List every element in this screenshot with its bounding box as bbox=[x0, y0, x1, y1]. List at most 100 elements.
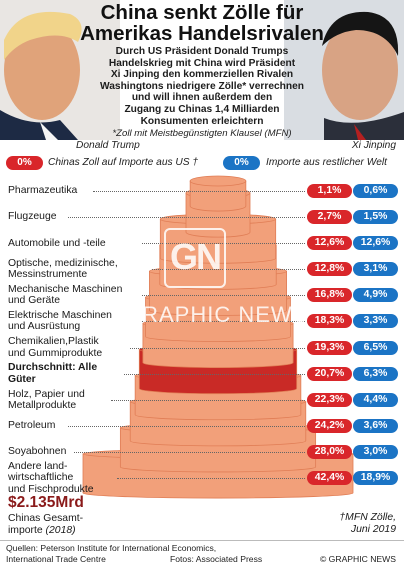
category-label: Mechanische Maschinen und Geräte bbox=[8, 284, 148, 306]
us-tariff-value: 18,3% bbox=[307, 314, 352, 329]
category-label-line: Petroleum bbox=[8, 420, 56, 432]
total-imports-value: $2.135Mrd bbox=[8, 494, 84, 511]
category-label-line: Chemikalien,Plastik bbox=[8, 336, 99, 348]
leader-line bbox=[142, 243, 305, 245]
subtitle: Durch US Präsident Donald Trumps Handels… bbox=[84, 46, 320, 127]
category-label-line: und Geräte bbox=[8, 295, 60, 307]
leader-line bbox=[67, 217, 305, 219]
subtitle-line: Durch US Präsident Donald Trumps bbox=[115, 46, 289, 57]
us-tariff-value: 1,1% bbox=[307, 184, 352, 198]
mfn-tariff-value: 6,5% bbox=[353, 340, 398, 355]
leader-line bbox=[111, 399, 305, 401]
leader-line bbox=[129, 347, 305, 349]
cake-tier bbox=[189, 175, 247, 212]
us-tariff-value: 24,2% bbox=[307, 418, 352, 433]
leader-line bbox=[152, 269, 305, 271]
page-title: China senkt Zölle für Amerikas Handelsri… bbox=[0, 2, 404, 44]
category-label: Elektrische Maschinen und Ausrüstung bbox=[8, 310, 148, 332]
photo-caption-xi: Xi Jinping bbox=[351, 140, 396, 151]
mfn-tariff-value: 18,9% bbox=[353, 471, 398, 485]
category-label: Soyabohnen bbox=[8, 446, 148, 457]
mfn-tariff-value: 3,6% bbox=[353, 418, 398, 433]
mfn-date-note: †MFN Zölle, Juni 2019 bbox=[339, 512, 396, 535]
category-label: Optische, medizinische, Messinstrumente bbox=[8, 258, 148, 280]
us-tariff-value: 20,7% bbox=[307, 366, 352, 381]
legend-mfn-swatch: 0% bbox=[223, 156, 260, 170]
legend-us-label: Chinas Zoll auf Importe aus US † bbox=[48, 157, 199, 168]
us-tariff-value: 42,4% bbox=[307, 471, 352, 485]
category-label-line: Holz, Papier und bbox=[8, 388, 85, 400]
photo-caption-trump: Donald Trump bbox=[76, 140, 140, 151]
category-label-line: Andere land- bbox=[8, 461, 68, 473]
total-imports-label-line: importe (2018) bbox=[8, 525, 118, 537]
cake-tier-top bbox=[189, 175, 247, 187]
category-label-line: wirtschaftliche bbox=[8, 472, 74, 484]
mfn-tariff-value: 3,1% bbox=[353, 262, 398, 277]
mfn-tariff-value: 6,3% bbox=[353, 366, 398, 381]
legend-us-swatch: 0% bbox=[6, 156, 43, 170]
leader-line bbox=[142, 295, 305, 297]
subtitle-line: Xi Jinping den kommerziellen Rivalen bbox=[110, 69, 294, 81]
legend-mfn-label: Importe aus restlicher Welt bbox=[266, 157, 387, 168]
mfn-tariff-value: 3,3% bbox=[353, 314, 398, 329]
category-label: Chemikalien,Plastik und Gummiprodukte bbox=[8, 336, 148, 358]
category-label: Automobile und -teile bbox=[8, 238, 148, 249]
category-label-line: Soyabohnen bbox=[8, 446, 67, 458]
category-label-line: und Fischprodukte bbox=[8, 483, 94, 495]
mfn-tariff-value: 0,6% bbox=[353, 184, 398, 198]
us-tariff-value: 22,3% bbox=[307, 392, 352, 407]
subtitle-line: Konsumenten erleichtern bbox=[140, 115, 264, 127]
category-label-line: Durchschnitt: Alle bbox=[8, 362, 98, 374]
cake-tier-body bbox=[189, 180, 247, 212]
leader-line bbox=[74, 451, 305, 453]
category-label: Flugzeuge bbox=[8, 211, 148, 222]
total-imports-label: Chinas Gesamt- importe (2018) bbox=[8, 513, 118, 536]
mfn-footnote: *Zoll mit Meistbegünstigten Klausel (MFN… bbox=[112, 128, 292, 139]
sources-line: International Trade Centre bbox=[6, 554, 106, 564]
mfn-tariff-value: 4,4% bbox=[353, 392, 398, 407]
total-imports-label-word: importe bbox=[8, 524, 43, 536]
title-line: China senkt Zölle für bbox=[100, 1, 304, 24]
graphic-news-credit: © GRAPHIC NEWS bbox=[319, 554, 396, 564]
leader-line bbox=[117, 478, 305, 479]
us-tariff-value: 16,8% bbox=[307, 288, 352, 303]
total-imports-year: (2018) bbox=[45, 524, 76, 536]
us-tariff-value: 2,7% bbox=[307, 210, 352, 225]
mfn-tariff-value: 3,0% bbox=[353, 444, 398, 459]
subtitle-line: Washingtons niedrigere Zölle* verrechnen bbox=[100, 80, 304, 92]
xi-jinping-photo bbox=[284, 0, 404, 140]
category-label-line: und Ausrüstung bbox=[8, 321, 81, 333]
mfn-tariff-value: 1,5% bbox=[353, 210, 398, 225]
leader-line bbox=[142, 321, 305, 323]
us-tariff-value: 12,6% bbox=[307, 236, 352, 251]
category-label-line: und Gummiprodukte bbox=[8, 347, 103, 359]
title-line: Amerikas Handelsrivalen bbox=[80, 22, 324, 45]
category-label: Pharmazeutika bbox=[8, 185, 148, 196]
category-label-line: Messinstrumente bbox=[8, 269, 88, 281]
mfn-note-line: Juni 2019 bbox=[350, 523, 396, 535]
sources-line: Quellen: Peterson Institute for Internat… bbox=[6, 543, 217, 553]
category-label-line: Elektrische Maschinen bbox=[8, 310, 112, 322]
category-label-line: Metallprodukte bbox=[8, 399, 77, 411]
leader-line bbox=[67, 425, 305, 427]
category-label-line: Optische, medizinische, bbox=[8, 258, 118, 270]
subtitle-line: Zugang zu Chinas 1,4 Milliarden bbox=[124, 103, 280, 115]
category-label-line: Güter bbox=[8, 373, 36, 385]
sources: Quellen: Peterson Institute for Internat… bbox=[6, 543, 216, 565]
leader-line bbox=[92, 191, 305, 192]
graphic-news-watermark-logo: GN bbox=[164, 228, 226, 288]
category-label-line: Automobile und -teile bbox=[8, 237, 106, 249]
graphic-news-watermark-text: GRAPHIC NEWS bbox=[124, 302, 309, 327]
category-label: Andere land-wirtschaftliche und Fischprod… bbox=[8, 461, 148, 495]
category-label: Petroleum bbox=[8, 420, 148, 431]
category-label-line: Pharmazeutika bbox=[8, 185, 78, 197]
subtitle-line: und will ihnen außerdem den bbox=[131, 92, 273, 104]
photo-credit: Fotos: Associated Press bbox=[170, 554, 263, 564]
us-tariff-value: 12,8% bbox=[307, 262, 352, 277]
category-label-line: Mechanische Maschinen bbox=[8, 284, 123, 296]
chart-legend: 0% Chinas Zoll auf Importe aus US † 0% I… bbox=[0, 156, 404, 171]
category-label: Durchschnitt: Alle Güter bbox=[8, 362, 148, 384]
mfn-tariff-value: 4,9% bbox=[353, 288, 398, 303]
mfn-tariff-value: 12,6% bbox=[353, 236, 398, 251]
